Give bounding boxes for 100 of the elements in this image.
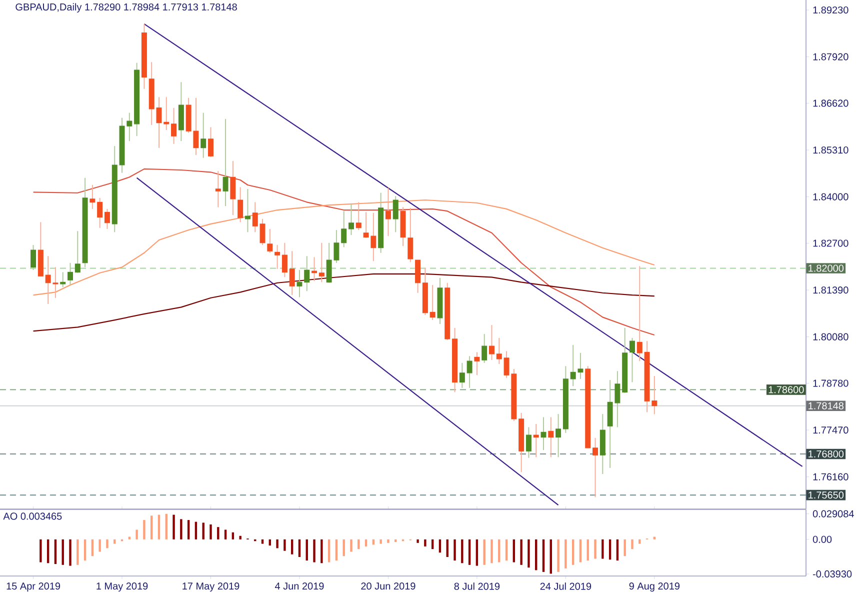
- candlestick: [296, 270, 302, 298]
- candlestick: [533, 423, 539, 458]
- y-tick-label: 1.78780: [813, 380, 848, 387]
- bar: [284, 539, 286, 551]
- y-tick-label: 0.029084: [812, 510, 854, 518]
- x-tick-label: 17 May 2019: [182, 582, 240, 592]
- candlestick: [548, 416, 554, 458]
- chart-title: AO 0.003465: [3, 512, 62, 520]
- bar: [261, 539, 264, 544]
- bar: [180, 519, 182, 540]
- candlestick: [215, 170, 221, 208]
- candlestick: [90, 184, 96, 210]
- bar: [114, 539, 116, 544]
- bar: [505, 539, 508, 560]
- bar: [150, 516, 153, 540]
- bar: [572, 539, 574, 565]
- bar: [165, 514, 168, 540]
- candlestick: [356, 202, 362, 231]
- candlestick: [282, 242, 288, 278]
- candlestick: [540, 416, 546, 451]
- y-tick-label: 1.81390: [813, 286, 848, 294]
- bar: [217, 527, 220, 540]
- bar: [602, 539, 604, 559]
- candlestick: [629, 337, 635, 383]
- candlestick: [200, 112, 206, 158]
- bar: [454, 539, 456, 560]
- candlestick: [348, 203, 354, 236]
- bar: [364, 539, 368, 546]
- bar: [528, 539, 530, 568]
- y-tick-label: 1.77470: [813, 426, 848, 434]
- bar: [98, 539, 101, 552]
- bar: [624, 539, 626, 556]
- bar: [328, 539, 330, 562]
- bar: [335, 539, 338, 560]
- candlestick: [208, 126, 214, 158]
- bar: [535, 539, 538, 570]
- bar: [313, 539, 316, 562]
- bar: [46, 539, 50, 564]
- bar: [143, 520, 146, 540]
- ref-line-label: 1.78600: [768, 386, 804, 394]
- candlestick: [171, 107, 177, 144]
- y-tick-label: -0.03930: [812, 570, 852, 578]
- bar: [550, 539, 552, 574]
- bar: [446, 539, 448, 557]
- y-tick-label: 1.76160: [813, 473, 848, 480]
- candlestick: [415, 260, 421, 294]
- bar: [194, 522, 198, 540]
- bar: [638, 539, 641, 544]
- bar: [387, 539, 390, 543]
- candlestick: [238, 186, 244, 223]
- candlestick: [230, 160, 236, 216]
- bar: [224, 530, 227, 540]
- ref-line-label: 1.82000: [808, 264, 844, 272]
- bar: [62, 539, 64, 565]
- bar: [490, 539, 493, 564]
- bar: [653, 536, 656, 540]
- bar: [298, 539, 301, 557]
- bar: [594, 539, 596, 559]
- bar: [54, 539, 57, 564]
- bar: [416, 539, 419, 543]
- x-tick-label: 15 Apr 2019: [6, 582, 60, 592]
- candlestick: [556, 413, 562, 458]
- bar: [461, 539, 464, 564]
- bar: [512, 539, 516, 562]
- bar: [350, 539, 352, 552]
- candlestick: [244, 188, 250, 233]
- candlestick: [482, 333, 488, 364]
- x-tick-label: 4 Jun 2019: [274, 582, 324, 590]
- bar: [342, 539, 345, 556]
- bar: [483, 539, 486, 565]
- candlestick: [408, 207, 414, 263]
- bar: [579, 539, 582, 562]
- bar: [608, 539, 612, 560]
- bar: [84, 539, 86, 560]
- bar: [187, 520, 190, 540]
- bar: [380, 539, 382, 544]
- bar: [158, 514, 160, 540]
- candlestick: [636, 266, 642, 362]
- bar: [557, 539, 560, 572]
- y-tick-label: 1.85310: [813, 146, 848, 154]
- bar: [468, 539, 471, 565]
- candlestick: [318, 242, 324, 283]
- y-tick-label: 1.89230: [813, 6, 848, 14]
- candlestick: [104, 208, 110, 230]
- candlestick: [97, 197, 103, 228]
- x-tick-label: 8 Jul 2019: [454, 582, 500, 590]
- candlestick: [289, 250, 295, 296]
- y-tick-label: 1.86620: [813, 100, 848, 107]
- bar: [498, 539, 500, 562]
- candlestick: [459, 362, 465, 388]
- candlestick: [392, 196, 398, 233]
- bar: [276, 539, 278, 548]
- ref-line-label: 1.75650: [808, 492, 844, 499]
- bar: [69, 539, 72, 566]
- bar: [91, 539, 94, 556]
- bar: [40, 539, 42, 562]
- bar: [290, 539, 294, 554]
- bar: [128, 536, 131, 540]
- line-series: [32, 199, 655, 296]
- candlestick: [496, 337, 502, 364]
